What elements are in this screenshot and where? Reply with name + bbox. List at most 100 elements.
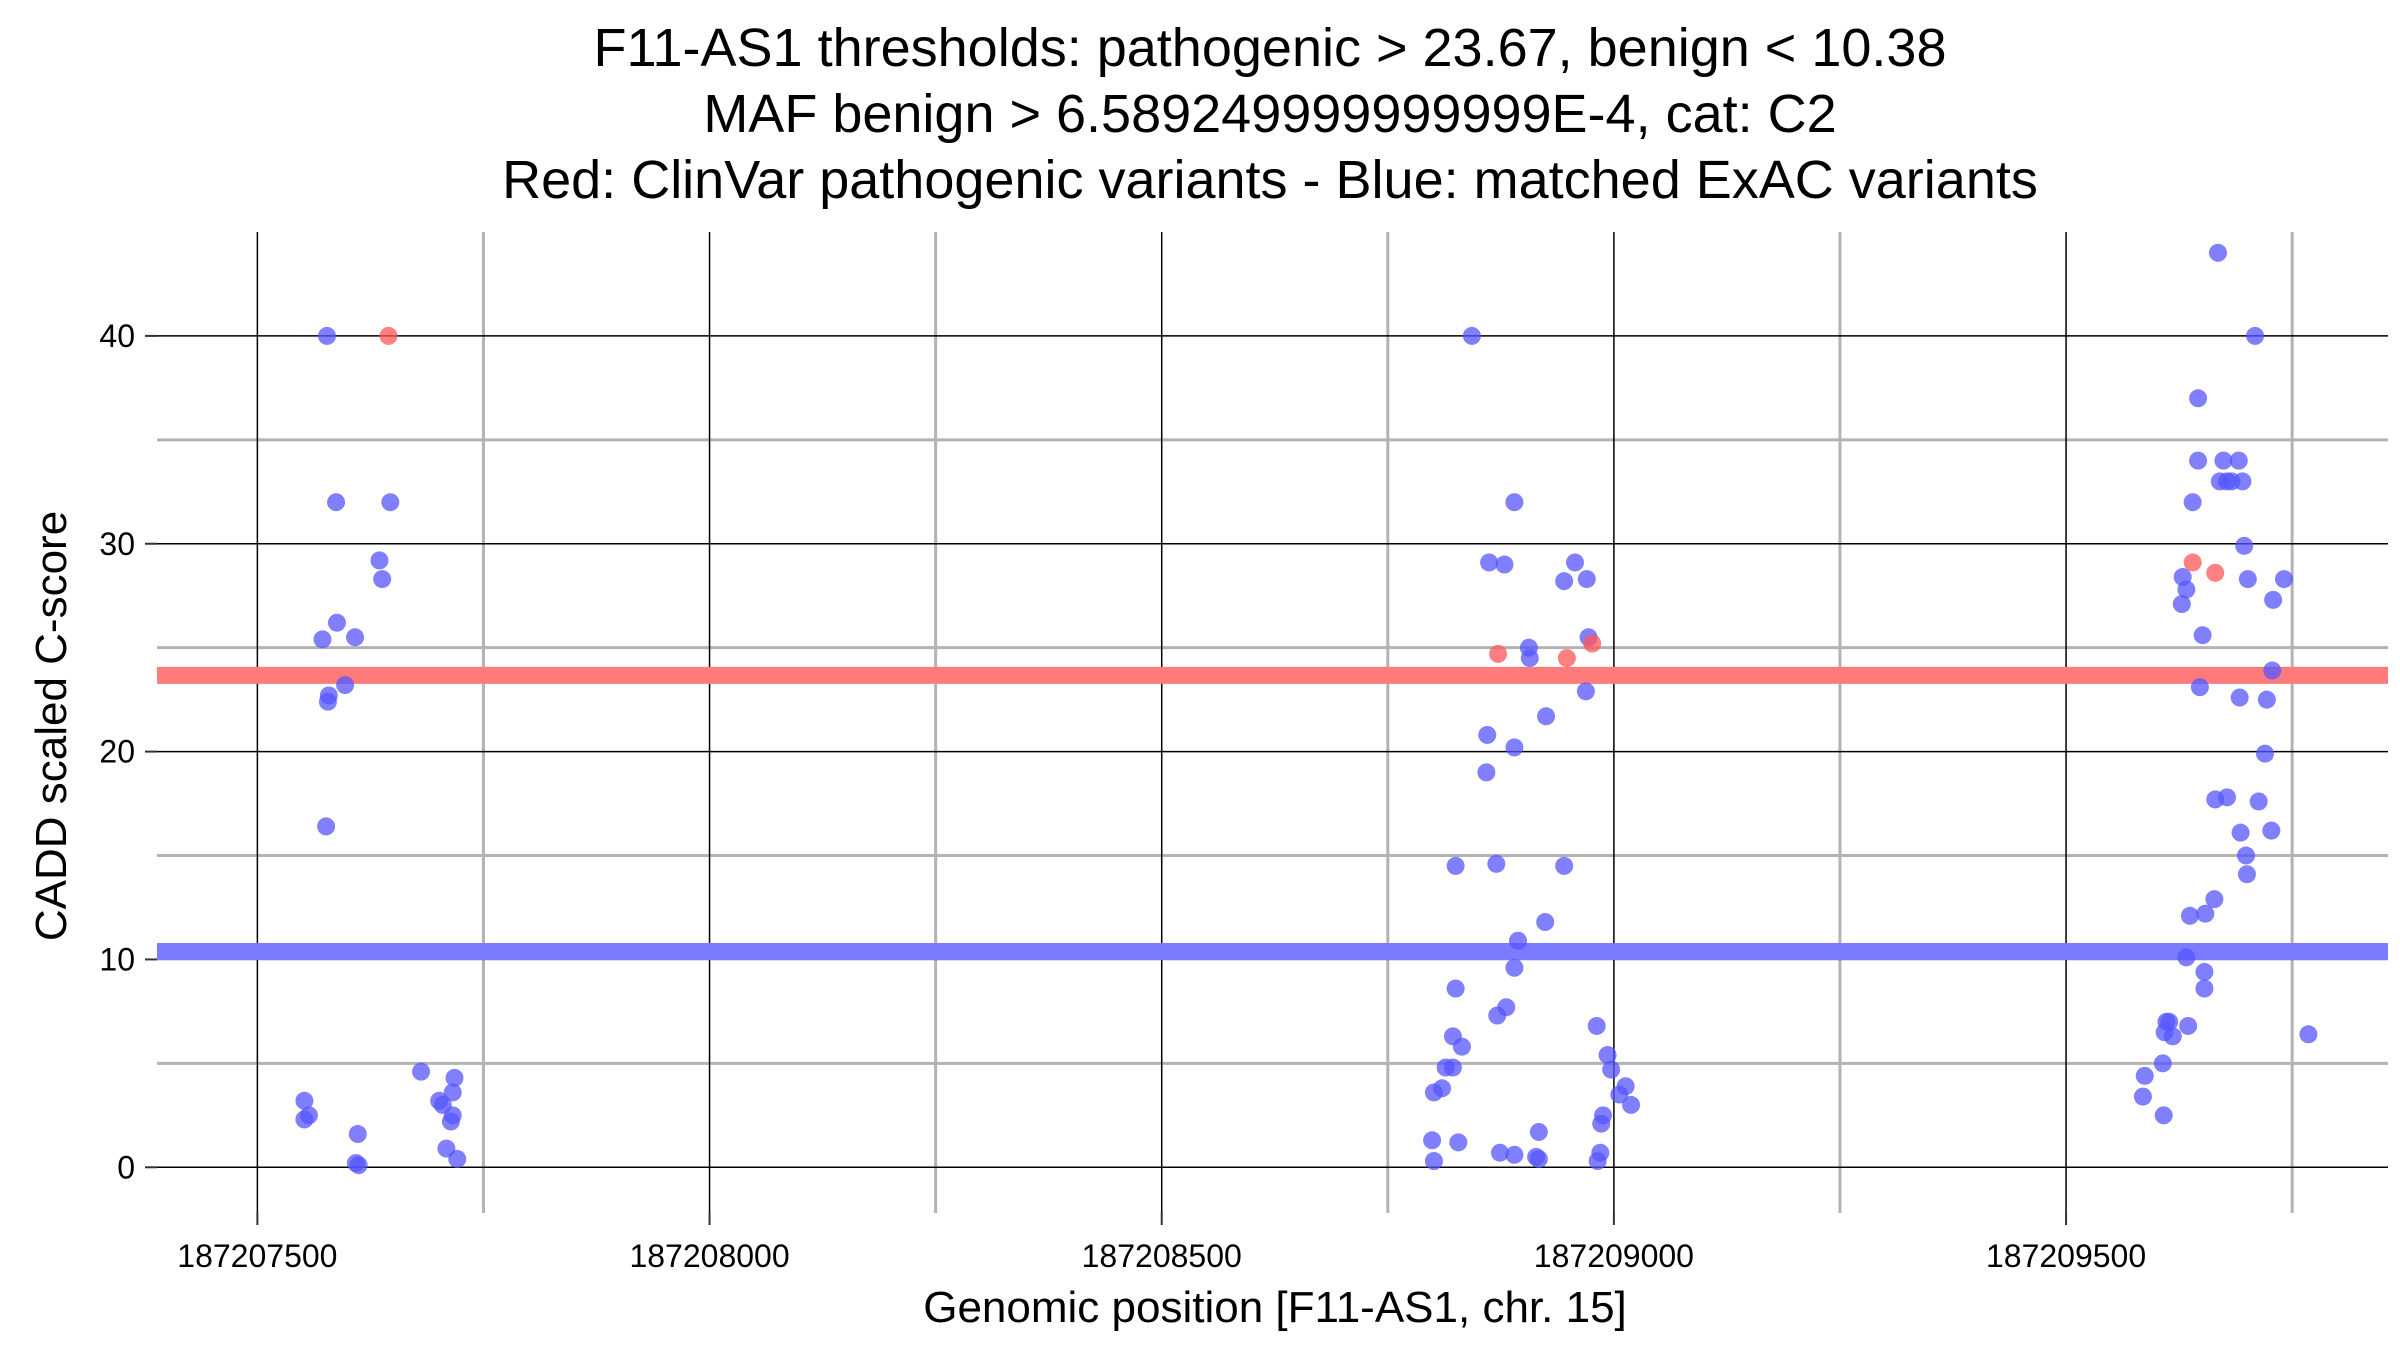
exac-point [2196,904,2215,923]
exac-point [1423,1131,1442,1150]
exac-point [2189,389,2208,408]
exac-point [1555,856,1574,875]
exac-point [1588,1152,1607,1171]
exac-point [2238,570,2257,589]
y-tick-label: 40 [99,318,135,354]
exac-point [1622,1095,1641,1114]
exac-point [2237,846,2256,865]
exac-point [2275,570,2294,589]
exac-point [2154,1106,2173,1125]
title-line-3: Red: ClinVar pathogenic variants - Blue:… [502,150,2038,210]
exac-point [317,817,336,836]
exac-point [1490,1143,1509,1162]
exac-point [327,613,346,632]
exac-point [443,1083,462,1102]
exac-point [1537,707,1556,726]
exac-point [2180,906,2199,925]
clinvar-point [1557,649,1576,668]
data-points [295,243,2318,1175]
exac-point [2257,690,2276,709]
exac-point [2193,626,2212,645]
exac-point [1446,856,1465,875]
exac-point [318,326,337,345]
threshold-lines [157,666,2388,961]
exac-point [1449,1133,1468,1152]
exac-point [373,570,392,589]
exac-point [2190,678,2209,697]
exac-point [1487,854,1506,873]
clinvar-point [1489,644,1508,663]
exac-point [2208,243,2227,262]
clinvar-point [2183,553,2202,572]
exac-point [1443,1058,1462,1077]
y-axis-title: CADD scaled C-score [27,511,76,941]
exac-point [2153,1054,2172,1073]
exac-point [2249,792,2268,811]
exac-point [2195,962,2214,981]
x-tick-label: 187209500 [1986,1238,2146,1274]
exac-point [2179,1016,2198,1035]
exac-point [2172,595,2191,614]
x-tick-label: 187208500 [1082,1238,1242,1274]
exac-point [1509,931,1528,950]
exac-point [2133,1087,2152,1106]
exac-point [441,1112,460,1131]
exac-point [2235,536,2254,555]
exac-point [1433,1079,1452,1098]
exac-point [1587,1016,1606,1035]
exac-point [1477,763,1496,782]
exac-point [1602,1060,1621,1079]
exac-point [2177,948,2196,967]
exac-point [2299,1025,2318,1044]
exac-point [1480,553,1499,572]
exac-point [1505,958,1524,977]
exac-point [1478,725,1497,744]
exac-point [1520,649,1539,668]
y-tick-label: 0 [117,1149,135,1185]
exac-point [1446,979,1465,998]
tick-labels: 0 10 20 30 40 187207500 187208000 187208500 1872… [99,318,2146,1274]
exac-point [1576,682,1595,701]
exac-point [1505,493,1524,512]
exac-point [295,1091,314,1110]
y-tick-label: 10 [99,941,135,977]
exac-point [1452,1037,1471,1056]
exac-point [2214,451,2233,470]
exac-point [1505,1145,1524,1164]
exac-point [1495,555,1514,574]
exac-point [1592,1114,1611,1133]
axis-ticks [145,334,2068,1225]
minor-gridlines [157,232,2388,1213]
exac-point [1529,1122,1548,1141]
x-tick-label: 187207500 [177,1238,337,1274]
exac-point [1488,1006,1507,1025]
exac-point [346,628,365,647]
exac-point [2264,590,2283,609]
exac-point [313,630,332,649]
exac-point [2262,821,2281,840]
exac-point [2163,1027,2182,1046]
clinvar-point [379,326,398,345]
exac-point [2218,788,2237,807]
exac-point [445,1068,464,1087]
exac-point [2237,865,2256,884]
exac-point [448,1149,467,1168]
exac-point [1598,1046,1617,1065]
x-tick-label: 187208000 [629,1238,789,1274]
clinvar-point [1583,634,1602,653]
exac-point [1505,738,1524,757]
exac-point [2230,688,2249,707]
exac-point [348,1125,367,1144]
y-tick-label: 30 [99,526,135,562]
exac-point [2205,890,2224,909]
exac-point [2177,580,2196,599]
x-axis-title: Genomic position [F11-AS1, chr. 15] [923,1283,1627,1332]
exac-point [1610,1085,1629,1104]
exac-point [2256,744,2275,763]
title-line-2: MAF benign > 6.589249999999999E-4, cat: … [703,84,1836,144]
title-line-1: F11-AS1 thresholds: pathogenic > 23.67, … [594,18,1947,78]
chart-title: F11-AS1 thresholds: pathogenic > 23.67, … [502,18,2038,210]
exac-point [2195,979,2214,998]
exac-point [1536,913,1555,932]
